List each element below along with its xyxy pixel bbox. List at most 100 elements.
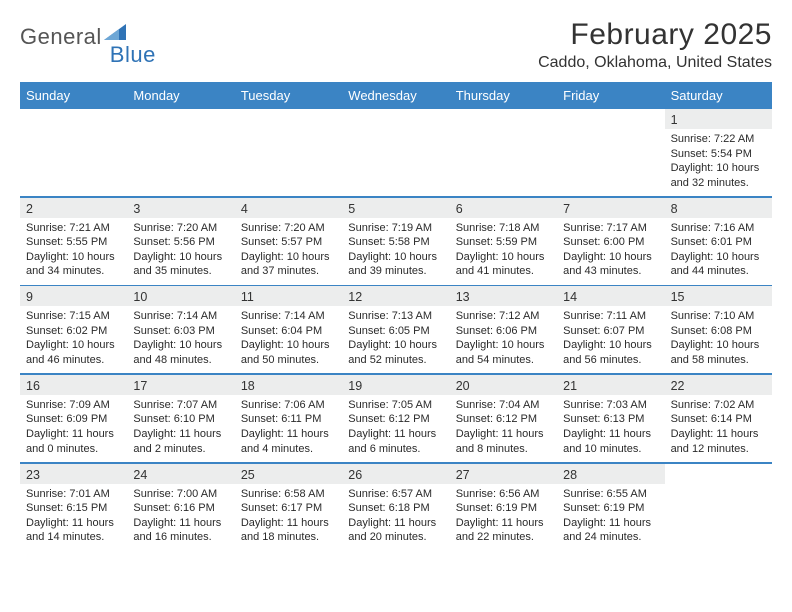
day-cell: Sunrise: 7:07 AMSunset: 6:10 PMDaylight:… xyxy=(127,395,234,462)
day-info-line: Sunrise: 7:03 AM xyxy=(563,398,658,413)
day-info-line: Sunset: 5:56 PM xyxy=(133,235,228,250)
day-number: 18 xyxy=(235,375,342,395)
day-info-line: Sunset: 6:19 PM xyxy=(456,501,551,516)
day-info-line: Sunrise: 7:22 AM xyxy=(671,132,766,147)
day-info-line: Sunrise: 7:21 AM xyxy=(26,221,121,236)
day-info-line: Sunrise: 7:05 AM xyxy=(348,398,443,413)
day-info-line: and 35 minutes. xyxy=(133,264,228,279)
day-cell-empty xyxy=(557,129,664,196)
day-cell: Sunrise: 7:14 AMSunset: 6:03 PMDaylight:… xyxy=(127,306,234,373)
day-info-line: Daylight: 11 hours xyxy=(26,427,121,442)
day-info-line: and 12 minutes. xyxy=(671,442,766,457)
day-info-line: Daylight: 10 hours xyxy=(563,250,658,265)
day-cell: Sunrise: 7:19 AMSunset: 5:58 PMDaylight:… xyxy=(342,218,449,285)
day-info-line: Sunrise: 7:02 AM xyxy=(671,398,766,413)
day-info-line: Daylight: 10 hours xyxy=(348,338,443,353)
day-info-line: and 2 minutes. xyxy=(133,442,228,457)
day-cell: Sunrise: 7:15 AMSunset: 6:02 PMDaylight:… xyxy=(20,306,127,373)
day-info-line: Sunset: 6:16 PM xyxy=(133,501,228,516)
top-bar: General Blue February 2025 Caddo, Oklaho… xyxy=(20,18,772,72)
day-info-line: Daylight: 11 hours xyxy=(133,516,228,531)
day-info-line: Sunrise: 6:57 AM xyxy=(348,487,443,502)
day-number: 16 xyxy=(20,375,127,395)
day-info-line: Sunrise: 7:14 AM xyxy=(133,309,228,324)
day-info-line: Sunrise: 6:55 AM xyxy=(563,487,658,502)
day-info-line: Daylight: 10 hours xyxy=(456,338,551,353)
day-number: 4 xyxy=(235,198,342,218)
day-info-line: Sunrise: 7:17 AM xyxy=(563,221,658,236)
day-info-line: Sunset: 6:00 PM xyxy=(563,235,658,250)
day-number: 14 xyxy=(557,286,664,306)
day-header-cell: Wednesday xyxy=(342,82,449,109)
day-info-line: and 6 minutes. xyxy=(348,442,443,457)
day-cell: Sunrise: 7:20 AMSunset: 5:56 PMDaylight:… xyxy=(127,218,234,285)
day-cell: Sunrise: 6:55 AMSunset: 6:19 PMDaylight:… xyxy=(557,484,664,551)
day-cell-empty xyxy=(342,129,449,196)
day-info-line: Sunset: 6:12 PM xyxy=(456,412,551,427)
day-info-line: and 46 minutes. xyxy=(26,353,121,368)
week-number-row: 2345678 xyxy=(20,198,772,218)
day-info-line: Sunrise: 7:04 AM xyxy=(456,398,551,413)
day-info-line: Sunset: 6:11 PM xyxy=(241,412,336,427)
day-number: 7 xyxy=(557,198,664,218)
day-header-cell: Thursday xyxy=(450,82,557,109)
day-cell: Sunrise: 7:03 AMSunset: 6:13 PMDaylight:… xyxy=(557,395,664,462)
day-header-cell: Saturday xyxy=(665,82,772,109)
day-cell-empty xyxy=(20,129,127,196)
day-info-line: Daylight: 11 hours xyxy=(456,516,551,531)
day-info-line: Sunset: 6:07 PM xyxy=(563,324,658,339)
day-number: 1 xyxy=(665,109,772,129)
day-number: 9 xyxy=(20,286,127,306)
day-number-empty xyxy=(127,109,234,129)
day-info-line: Sunset: 5:57 PM xyxy=(241,235,336,250)
day-info-line: Sunset: 6:18 PM xyxy=(348,501,443,516)
day-info-line: and 39 minutes. xyxy=(348,264,443,279)
day-info-line: Sunset: 5:58 PM xyxy=(348,235,443,250)
weeks-container: 1Sunrise: 7:22 AMSunset: 5:54 PMDaylight… xyxy=(20,109,772,551)
day-info-line: Sunrise: 7:07 AM xyxy=(133,398,228,413)
week-body-row: Sunrise: 7:01 AMSunset: 6:15 PMDaylight:… xyxy=(20,484,772,551)
day-info-line: Sunset: 6:08 PM xyxy=(671,324,766,339)
week-number-row: 232425262728 xyxy=(20,464,772,484)
week-body-row: Sunrise: 7:15 AMSunset: 6:02 PMDaylight:… xyxy=(20,306,772,373)
day-info-line: and 10 minutes. xyxy=(563,442,658,457)
day-info-line: Sunset: 6:14 PM xyxy=(671,412,766,427)
day-info-line: Sunset: 6:15 PM xyxy=(26,501,121,516)
week-number-row: 9101112131415 xyxy=(20,286,772,306)
day-info-line: Sunset: 6:06 PM xyxy=(456,324,551,339)
week-body-row: Sunrise: 7:22 AMSunset: 5:54 PMDaylight:… xyxy=(20,129,772,196)
day-info-line: Daylight: 10 hours xyxy=(671,161,766,176)
day-info-line: Daylight: 11 hours xyxy=(26,516,121,531)
day-info-line: Daylight: 11 hours xyxy=(563,427,658,442)
day-cell: Sunrise: 7:09 AMSunset: 6:09 PMDaylight:… xyxy=(20,395,127,462)
day-cell: Sunrise: 7:04 AMSunset: 6:12 PMDaylight:… xyxy=(450,395,557,462)
day-number: 15 xyxy=(665,286,772,306)
day-info-line: Sunset: 6:09 PM xyxy=(26,412,121,427)
day-info-line: and 52 minutes. xyxy=(348,353,443,368)
day-info-line: Sunset: 6:13 PM xyxy=(563,412,658,427)
day-number-empty xyxy=(557,109,664,129)
day-number: 6 xyxy=(450,198,557,218)
day-number: 2 xyxy=(20,198,127,218)
day-info-line: Sunset: 6:03 PM xyxy=(133,324,228,339)
day-info-line: Daylight: 10 hours xyxy=(26,338,121,353)
day-cell: Sunrise: 7:10 AMSunset: 6:08 PMDaylight:… xyxy=(665,306,772,373)
day-header-cell: Friday xyxy=(557,82,664,109)
day-info-line: Daylight: 11 hours xyxy=(456,427,551,442)
day-info-line: Sunrise: 7:16 AM xyxy=(671,221,766,236)
day-cell: Sunrise: 7:17 AMSunset: 6:00 PMDaylight:… xyxy=(557,218,664,285)
day-info-line: Daylight: 11 hours xyxy=(348,516,443,531)
day-info-line: and 37 minutes. xyxy=(241,264,336,279)
day-number-empty xyxy=(20,109,127,129)
day-info-line: Sunrise: 7:10 AM xyxy=(671,309,766,324)
day-info-line: Daylight: 11 hours xyxy=(241,427,336,442)
day-info-line: Sunset: 6:12 PM xyxy=(348,412,443,427)
day-number: 3 xyxy=(127,198,234,218)
day-cell: Sunrise: 7:02 AMSunset: 6:14 PMDaylight:… xyxy=(665,395,772,462)
day-number: 25 xyxy=(235,464,342,484)
day-info-line: and 43 minutes. xyxy=(563,264,658,279)
day-info-line: Sunset: 5:55 PM xyxy=(26,235,121,250)
day-info-line: and 56 minutes. xyxy=(563,353,658,368)
day-number: 12 xyxy=(342,286,449,306)
day-cell: Sunrise: 7:00 AMSunset: 6:16 PMDaylight:… xyxy=(127,484,234,551)
